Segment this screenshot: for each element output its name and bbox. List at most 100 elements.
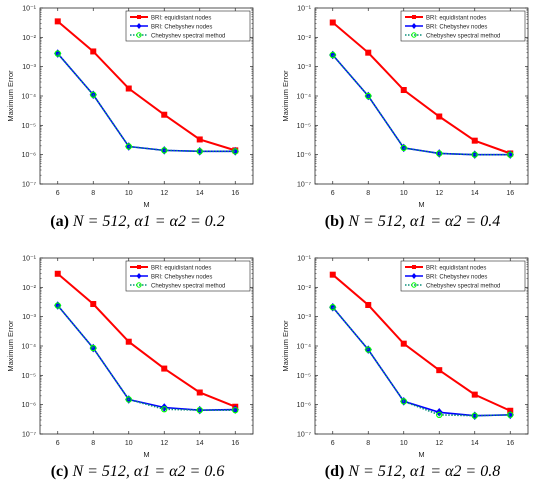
x-tick-label: 6 [331, 440, 335, 447]
series-line [332, 306, 511, 417]
chart-panel-d: 10⁻⁷ 10⁻⁶ 10⁻⁵ 10⁻⁴ 10⁻³ 10⁻² 10⁻¹ 6 8 10 12 14 16 M M… [275, 250, 550, 499]
y-tick-label: 10⁻⁷ [297, 432, 311, 439]
legend-label: BRI: equidistant nodes [426, 15, 486, 21]
series-point [125, 143, 132, 150]
x-tick-label: 14 [196, 190, 204, 197]
series-point [125, 338, 132, 345]
caption-text-d: N = 512, α1 = α2 = 0.8 [348, 463, 501, 480]
series-point [436, 367, 443, 374]
series-point [125, 396, 132, 403]
x-tick-label: 12 [435, 440, 443, 447]
series-line [57, 53, 236, 153]
series-point [471, 137, 478, 144]
series-line [57, 20, 236, 152]
legend-label: Chebyshev spectral method [151, 283, 225, 289]
legend-marker [136, 282, 142, 288]
legend-label: BRI: Chebyshev nodes [151, 24, 212, 30]
x-tick-label: 10 [125, 190, 133, 197]
legend-marker [137, 265, 141, 269]
x-tick-label: 12 [160, 440, 168, 447]
series-point [90, 91, 97, 98]
legend-label: BRI: equidistant nodes [151, 15, 211, 21]
series-point [232, 148, 239, 155]
caption-label-b: (b) [324, 213, 345, 230]
y-tick-label: 10⁻² [297, 285, 311, 292]
caption-label-c: (c) [50, 463, 69, 480]
x-tick-label: 6 [56, 440, 60, 447]
series-point [90, 344, 97, 352]
series-point [161, 406, 168, 413]
caption-c: (c) N = 512, α1 = α2 = 0.6 [0, 463, 275, 481]
y-axis-label: Maximum Error [281, 320, 290, 372]
series-point [125, 85, 132, 92]
legend-marker [136, 23, 142, 29]
y-tick-label: 10⁻⁴ [297, 94, 312, 101]
y-axis-label: Maximum Error [281, 70, 290, 122]
caption-b: (b) N = 512, α1 = α2 = 0.4 [275, 213, 550, 231]
series-point [400, 340, 407, 347]
x-tick-label: 12 [160, 190, 168, 197]
series-point [196, 389, 203, 396]
series-point [90, 301, 97, 308]
series-point [54, 302, 61, 309]
legend-label: BRI: equidistant nodes [426, 265, 486, 271]
legend-marker [411, 282, 417, 288]
series-point [161, 111, 168, 118]
x-tick-label: 16 [506, 440, 514, 447]
x-tick-label: 14 [196, 440, 204, 447]
series-point [436, 411, 443, 419]
y-tick-label: 10⁻⁵ [297, 373, 311, 380]
series-line [332, 54, 511, 156]
series-point [471, 412, 478, 419]
series-point [507, 411, 514, 419]
caption-text-b: N = 512, α1 = α2 = 0.4 [348, 213, 501, 230]
x-tick-label: 14 [471, 190, 479, 197]
legend-marker [411, 273, 417, 279]
series-point [196, 406, 203, 414]
series-point [196, 148, 203, 155]
chart-a: 10⁻⁷ 10⁻⁶ 10⁻⁵ 10⁻⁴ 10⁻³ 10⁻² 10⁻¹ 6 8 10 12 14 16 M M… [6, 6, 254, 209]
x-axis-label: M [143, 450, 149, 459]
series-point [196, 136, 203, 143]
y-tick-label: 10⁻⁶ [297, 152, 311, 159]
caption-text-a: N = 512, α1 = α2 = 0.2 [72, 213, 225, 230]
legend-label: BRI: Chebyshev nodes [426, 274, 487, 280]
legend-label: BRI: Chebyshev nodes [426, 24, 487, 30]
x-tick-label: 8 [91, 190, 95, 197]
y-tick-label: 10⁻⁷ [22, 182, 36, 189]
y-tick-label: 10⁻⁵ [22, 373, 36, 380]
y-tick-label: 10⁻⁶ [22, 402, 36, 409]
x-axis-label: M [418, 200, 424, 209]
series-line [57, 273, 236, 408]
x-tick-label: 10 [400, 440, 408, 447]
series-point [329, 51, 336, 59]
caption-text-c: N = 512, α1 = α2 = 0.6 [72, 463, 225, 480]
y-tick-label: 10⁻⁴ [297, 344, 312, 351]
series-point [90, 48, 97, 55]
chart-b: 10⁻⁷ 10⁻⁶ 10⁻⁵ 10⁻⁴ 10⁻³ 10⁻² 10⁻¹ 6 8 10 12 14 16 M M… [281, 6, 529, 209]
x-tick-label: 8 [366, 440, 370, 447]
y-tick-label: 10⁻⁴ [22, 344, 37, 351]
caption-label-a: (a) [50, 213, 69, 230]
y-tick-label: 10⁻² [297, 35, 311, 42]
x-tick-label: 12 [435, 190, 443, 197]
x-tick-label: 10 [125, 440, 133, 447]
caption-d: (d) N = 512, α1 = α2 = 0.8 [275, 463, 550, 481]
legend-marker [136, 32, 142, 38]
y-tick-label: 10⁻³ [22, 64, 36, 71]
caption-label-d: (d) [324, 463, 345, 480]
legend-marker [412, 265, 416, 269]
y-tick-label: 10⁻² [22, 285, 36, 292]
legend-marker [137, 15, 141, 19]
y-tick-label: 10⁻⁴ [22, 94, 37, 101]
legend-marker [411, 32, 417, 38]
series-point [329, 271, 336, 278]
series-point [400, 398, 407, 405]
legend-marker [136, 273, 142, 279]
series-point [471, 151, 478, 158]
x-tick-label: 6 [56, 190, 60, 197]
y-tick-label: 10⁻¹ [22, 256, 36, 263]
legend-marker [411, 23, 417, 29]
series-point [232, 406, 239, 414]
y-tick-label: 10⁻⁶ [22, 152, 36, 159]
